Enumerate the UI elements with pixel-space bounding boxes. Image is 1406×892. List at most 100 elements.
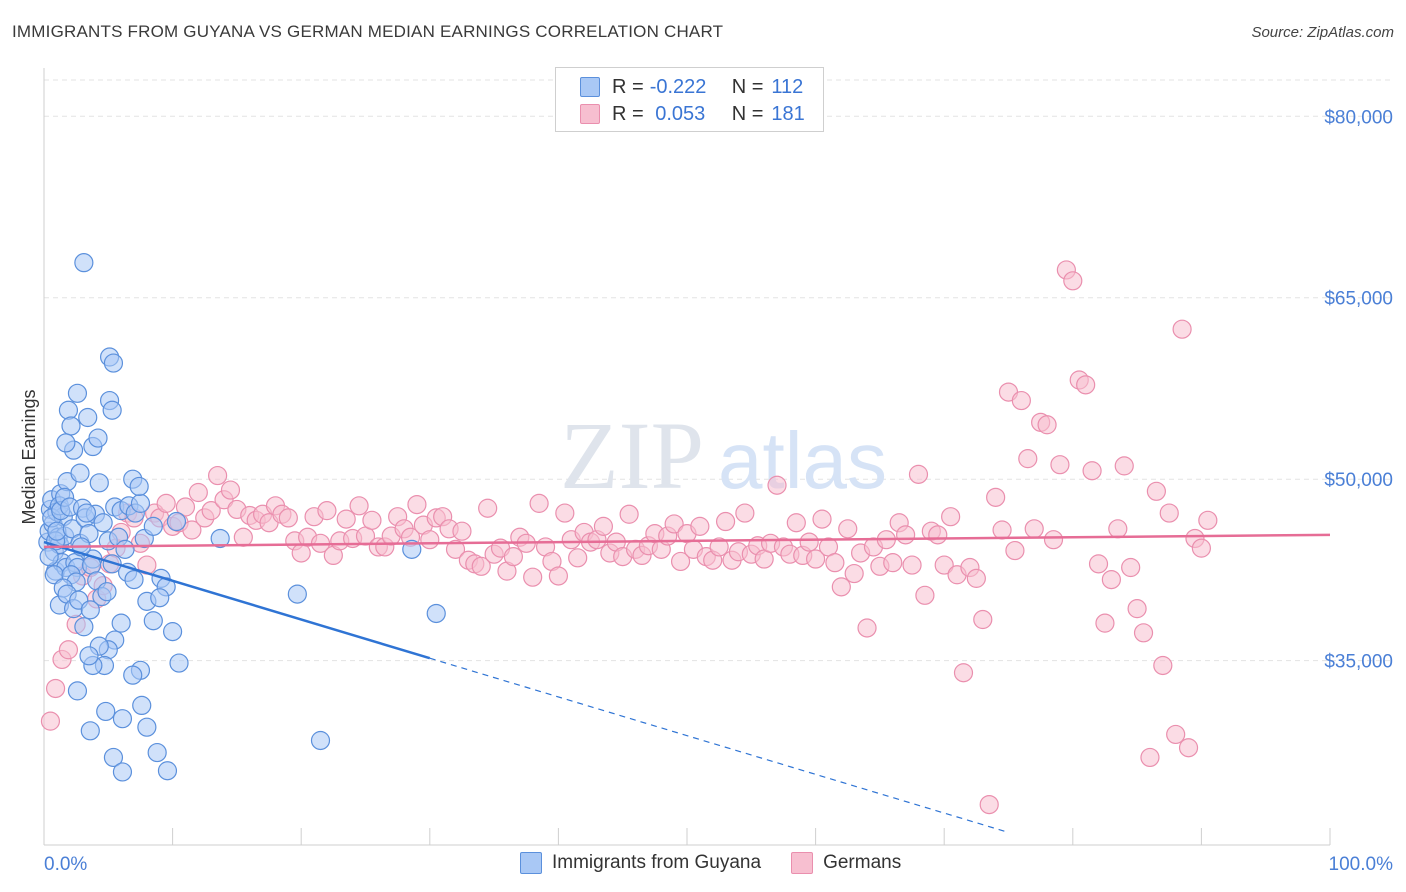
y-axis-label: Median Earnings (19, 389, 39, 524)
series-legend-germans: Germans (791, 852, 901, 874)
guyana-point (78, 407, 98, 428)
germans-point (1121, 557, 1141, 578)
legend-n-label: N = (731, 75, 764, 98)
germans-point (555, 503, 575, 523)
germans-point (664, 514, 684, 534)
guyana-point (58, 400, 79, 420)
germans-point (1088, 554, 1109, 574)
germans-point (548, 566, 569, 586)
legend-r-label: R = (612, 75, 644, 98)
germans-point (336, 509, 356, 529)
correlation-legend: R = -0.222 N = 112 R = 0.053 N = 181 (555, 67, 824, 132)
guyana-point (88, 428, 108, 448)
germans-point (1018, 449, 1038, 469)
guyana-point (103, 747, 124, 768)
germans-point (1191, 538, 1212, 558)
guyana-point (111, 613, 131, 633)
y-tick-label: $65,000 (1324, 289, 1393, 310)
legend-r-label: R = (612, 102, 644, 125)
guyana-point (166, 511, 187, 532)
germans-point (908, 464, 929, 484)
germans-point (445, 539, 466, 559)
germans-point (1159, 503, 1179, 523)
watermark-atlas: atlas (718, 416, 887, 505)
trend-lines (43, 533, 1331, 833)
legend-n-value: 112 (771, 75, 804, 98)
germans-point (1063, 271, 1083, 291)
germans-point (58, 640, 79, 660)
germans-point (838, 519, 858, 539)
legend-n-value: 181 (771, 102, 805, 125)
germans-point (1127, 599, 1147, 619)
germans-point (670, 551, 691, 572)
guyana-point (150, 588, 170, 608)
guyana-trend-extension (429, 657, 1009, 833)
guyana-point (124, 569, 144, 590)
series-swatch-guyana (520, 852, 542, 874)
germans-point (1011, 390, 1031, 411)
guyana-point (97, 582, 117, 602)
germans-point (799, 532, 819, 552)
germans-point (1095, 613, 1115, 633)
guyana-point (157, 761, 178, 781)
germans-point (188, 482, 208, 503)
guyana-point (123, 665, 143, 685)
guyana-point (89, 473, 109, 493)
germans-point (857, 618, 877, 638)
germans-point (966, 568, 986, 588)
germans-point (735, 503, 755, 523)
germans-point (973, 609, 993, 630)
germans-point (278, 508, 298, 528)
guyana-point (67, 383, 88, 403)
germans-point (220, 480, 241, 500)
guyana-trend-line (43, 540, 431, 660)
guyana-point (39, 547, 59, 567)
y-tick-label: $80,000 (1324, 107, 1393, 128)
guyana-point (112, 709, 133, 729)
legend-swatch-germans (580, 104, 600, 124)
germans-point (915, 585, 935, 605)
guyana-point (79, 646, 99, 666)
germans-point (1037, 415, 1057, 435)
germans-point (1166, 724, 1186, 745)
guyana-point (74, 617, 94, 637)
guyana-point (132, 695, 152, 716)
germans-point (831, 577, 851, 597)
guyana-point (103, 353, 124, 373)
guyana-point (426, 603, 446, 624)
series-legend: Immigrants from Guyana Germans (520, 852, 931, 874)
guyana-point (137, 717, 157, 737)
germans-point (1005, 540, 1025, 561)
germans-point (934, 555, 954, 575)
legend-r-value: -0.222 (649, 75, 707, 98)
germans-point (1076, 375, 1096, 395)
guyana-point (96, 701, 116, 722)
guyana-point (169, 653, 189, 673)
legend-swatch-guyana (580, 77, 600, 97)
y-tick-label: $50,000 (1324, 470, 1393, 491)
y-tick-label: $35,000 (1324, 652, 1393, 673)
germans-point (529, 493, 549, 513)
guyana-point (112, 762, 133, 782)
guyana-point (80, 721, 100, 741)
guyana-point (402, 539, 422, 559)
germans-point (1082, 461, 1102, 481)
legend-n-label: N = (731, 102, 764, 125)
germans-point (690, 516, 710, 536)
germans-point (478, 498, 498, 518)
germans-point (568, 548, 588, 568)
germans-point (941, 507, 961, 527)
germans-point (182, 520, 202, 540)
germans-point (1140, 747, 1160, 768)
germans-point (407, 494, 427, 515)
germans-point (709, 537, 729, 557)
germans-point (349, 496, 369, 516)
germans-point (1178, 738, 1199, 758)
guyana-points (38, 253, 446, 782)
guyana-point (210, 528, 230, 549)
germans-point (156, 493, 176, 513)
legend-row-guyana: R = -0.222 N = 112 (580, 75, 803, 99)
chart-title: IMMIGRANTS FROM GUYANA VS GERMAN MEDIAN … (12, 22, 724, 41)
series-swatch-germans (791, 852, 814, 874)
